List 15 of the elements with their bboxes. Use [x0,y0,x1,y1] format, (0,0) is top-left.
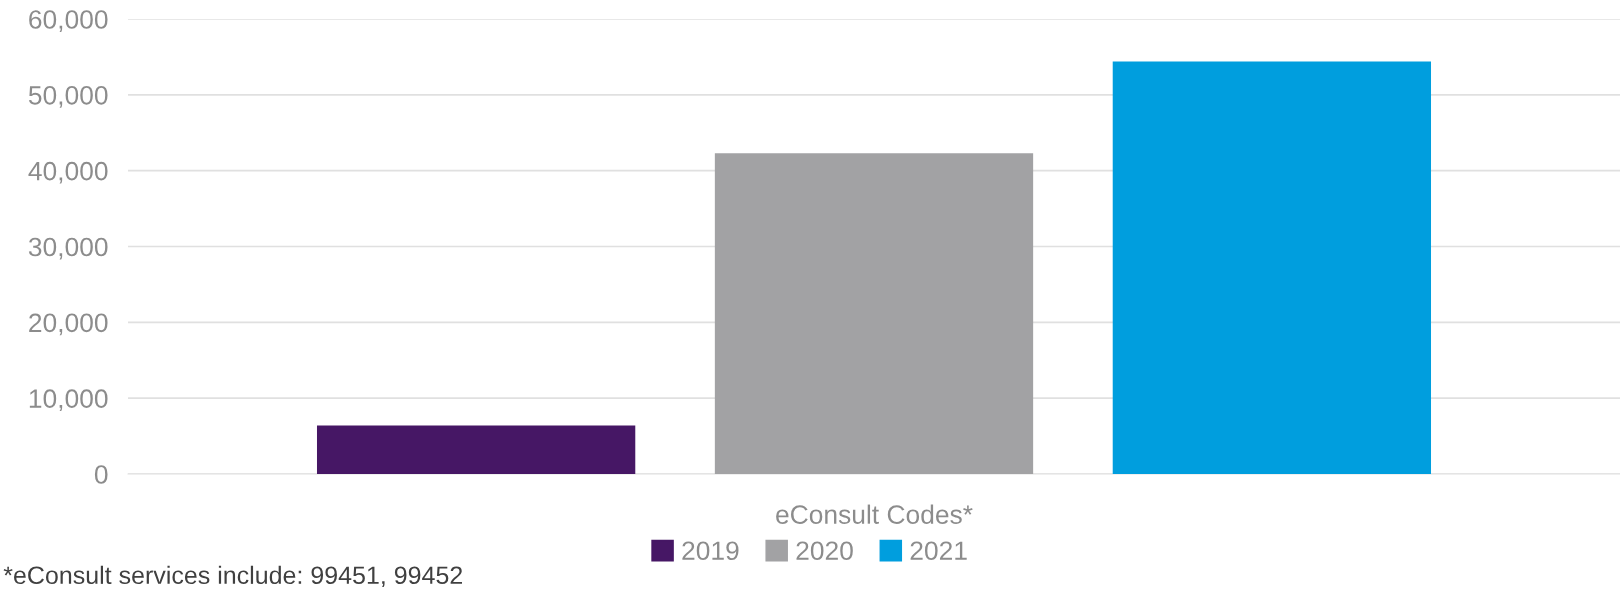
bar [316,425,636,474]
bar [1112,61,1432,474]
legend-label: 2020 [796,541,853,561]
y-tick-label: 60,000 [29,10,108,32]
y-tick-label: 20,000 [29,313,108,336]
bar [714,153,1034,474]
y-tick-label: 0 [94,465,108,484]
y-tick-label: 30,000 [28,237,108,260]
y-tick-label: 50,000 [28,85,108,108]
y-tick-label: 40,000 [28,161,108,184]
legend-label: 2019 [682,541,739,561]
y-tick-label: 10,000 [29,389,108,412]
legend-label: 2021 [910,541,967,561]
x-tick-label: eConsult Codes* [776,504,973,524]
text: *eConsult services include: 99451, 99452 [3,565,463,588]
